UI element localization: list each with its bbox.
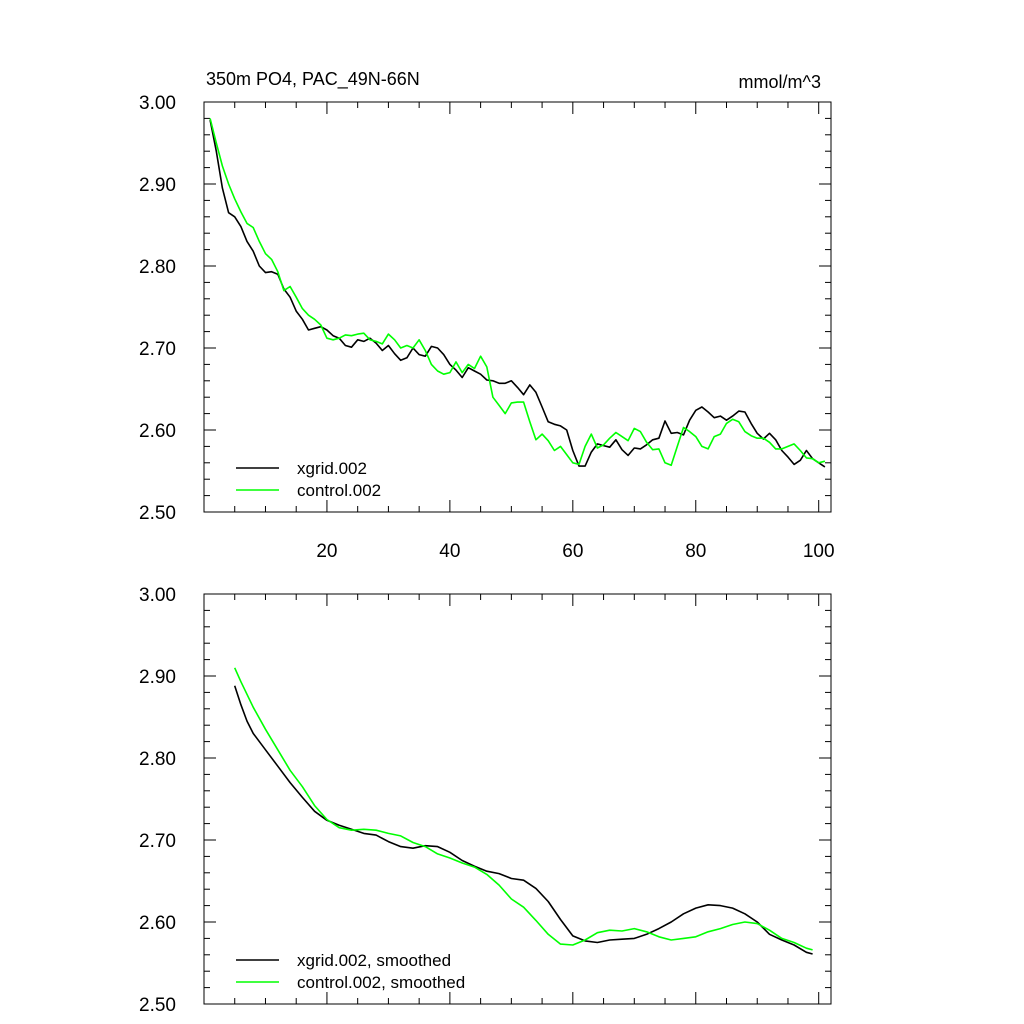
top-plot-y-tick-labels: 3.00 2.90 2.80 2.70 2.60 2.50 xyxy=(139,93,176,524)
y-tick-label: 2.70 xyxy=(139,831,176,852)
y-tick-label: 2.70 xyxy=(139,339,176,360)
green-series-line xyxy=(209,118,826,467)
legend-label: control.002 xyxy=(297,481,381,500)
y-tick-label: 2.50 xyxy=(139,995,176,1016)
top-plot-series xyxy=(209,118,826,468)
y-tick-label: 2.90 xyxy=(139,667,176,688)
x-tick-label: 100 xyxy=(803,541,835,562)
y-tick-label: 3.00 xyxy=(139,93,176,114)
x-tick-label: 60 xyxy=(562,541,583,562)
y-tick-label: 3.00 xyxy=(139,585,176,606)
bottom-plot-legend: xgrid.002, smoothed control.002, smoothed xyxy=(236,951,465,992)
y-tick-label: 2.50 xyxy=(139,503,176,524)
green-series-line xyxy=(233,667,813,951)
y-tick-label: 2.80 xyxy=(139,749,176,770)
legend-label: control.002, smoothed xyxy=(297,973,465,992)
bottom-plot-frame xyxy=(203,593,832,1005)
y-tick-label: 2.90 xyxy=(139,175,176,196)
top-plot-frame xyxy=(203,101,832,513)
legend-label: xgrid.002, smoothed xyxy=(297,951,451,970)
y-tick-label: 2.80 xyxy=(139,257,176,278)
top-plot-tick-marks xyxy=(203,101,831,513)
x-tick-label: 80 xyxy=(685,541,706,562)
bottom-plot-tick-marks xyxy=(203,593,831,1005)
y-tick-label: 2.60 xyxy=(139,421,176,442)
top-plot-title: 350m PO4, PAC_49N-66N xyxy=(206,69,420,90)
bottom-plot-y-tick-labels: 3.00 2.90 2.80 2.70 2.60 2.50 xyxy=(139,585,176,1016)
top-plot-legend: xgrid.002 control.002 xyxy=(236,459,381,500)
black-series-line xyxy=(233,685,813,955)
top-plot-panel: 350m PO4, PAC_49N-66N mmol/m^3 3.00 2.90 2… xyxy=(139,69,835,562)
top-plot-units-label: mmol/m^3 xyxy=(739,72,821,92)
black-series-line xyxy=(209,119,826,468)
legend-label: xgrid.002 xyxy=(297,459,367,478)
x-tick-label: 20 xyxy=(316,541,337,562)
bottom-plot-panel: 3.00 2.90 2.80 2.70 2.60 2.50 xgrid.002, smoo… xyxy=(139,585,832,1016)
y-tick-label: 2.60 xyxy=(139,913,176,934)
bottom-plot-series xyxy=(233,667,813,955)
top-plot-x-tick-labels: 20 40 60 80 100 xyxy=(316,541,834,562)
x-tick-label: 40 xyxy=(439,541,460,562)
